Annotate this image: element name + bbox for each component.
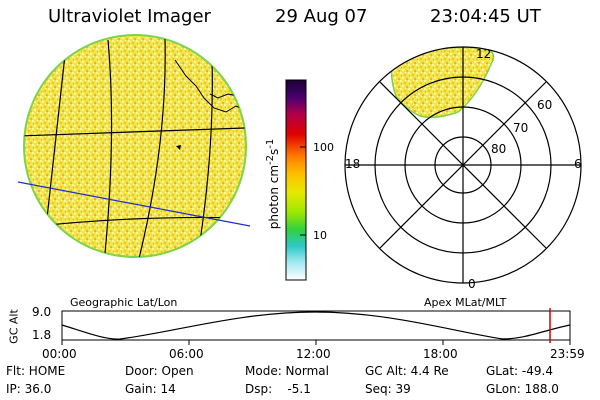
colorbar-tick-10: 10 xyxy=(313,229,327,242)
status-mode: Mode: Normal xyxy=(245,364,329,378)
date-label: 29 Aug 07 xyxy=(275,6,368,27)
status-glon: GLon: 188.0 xyxy=(486,382,559,396)
time-label: 23:04:45 UT xyxy=(430,6,541,27)
lon-line xyxy=(189,59,213,257)
mlt-label-12: 12 xyxy=(476,47,492,61)
timeline-tick-1: 06:00 xyxy=(169,347,204,361)
altitude-curve xyxy=(61,311,571,340)
timeline-tick-4: 23:59 xyxy=(550,347,585,361)
timeline-tick-0: 00:00 xyxy=(42,347,77,361)
mlt-label-18: 18 xyxy=(345,157,361,171)
mlat-label-80: 80 xyxy=(491,142,507,156)
status-ip: IP: 36.0 xyxy=(6,382,52,396)
colorbar-units-text: photon cm-2s-1 xyxy=(265,138,281,230)
status-gcalt: GC Alt: 4.4 Re xyxy=(365,364,449,378)
coastline xyxy=(209,93,239,99)
equator-line xyxy=(17,181,251,227)
subsatellite-marker xyxy=(176,145,181,150)
altitude-timeline xyxy=(61,308,571,345)
coastline xyxy=(174,59,246,113)
timeline-ymax: 9.0 xyxy=(32,305,52,319)
app-title: Ultraviolet Imager xyxy=(48,6,211,27)
timeline-tick-2: 12:00 xyxy=(296,347,331,361)
status-dsp: Dsp: -5.1 xyxy=(245,382,311,396)
timeline-axis-title: GC Alt xyxy=(7,309,21,344)
mlt-label-0: 0 xyxy=(468,277,476,291)
timeline-ymin: 1.8 xyxy=(32,328,52,342)
color-bar xyxy=(285,79,307,281)
lon-line xyxy=(127,37,166,257)
status-door: Door: Open xyxy=(125,364,194,378)
timeline-tick-3: 18:00 xyxy=(423,347,458,361)
mlat-label-60: 60 xyxy=(537,98,553,112)
mlt-label-6: 6 xyxy=(574,157,582,171)
geographic-disk xyxy=(17,34,251,258)
status-gain: Gain: 14 xyxy=(125,382,176,396)
mlat-label-70: 70 xyxy=(513,121,529,135)
lon-line xyxy=(37,54,66,257)
status-glat: GLat: -49.4 xyxy=(486,364,553,378)
status-seq: Seq: 39 xyxy=(365,382,411,396)
apex-panel-label: Apex MLat/MLT xyxy=(424,296,507,309)
lon-line xyxy=(99,39,113,257)
colorbar-units-label: photon cm-2s-1 xyxy=(265,119,281,249)
status-flt: Flt: HOME xyxy=(6,364,66,378)
polar-plot xyxy=(344,46,582,284)
geo-panel-label: Geographic Lat/Lon xyxy=(70,296,178,309)
colorbar-tick-100: 100 xyxy=(313,141,334,154)
